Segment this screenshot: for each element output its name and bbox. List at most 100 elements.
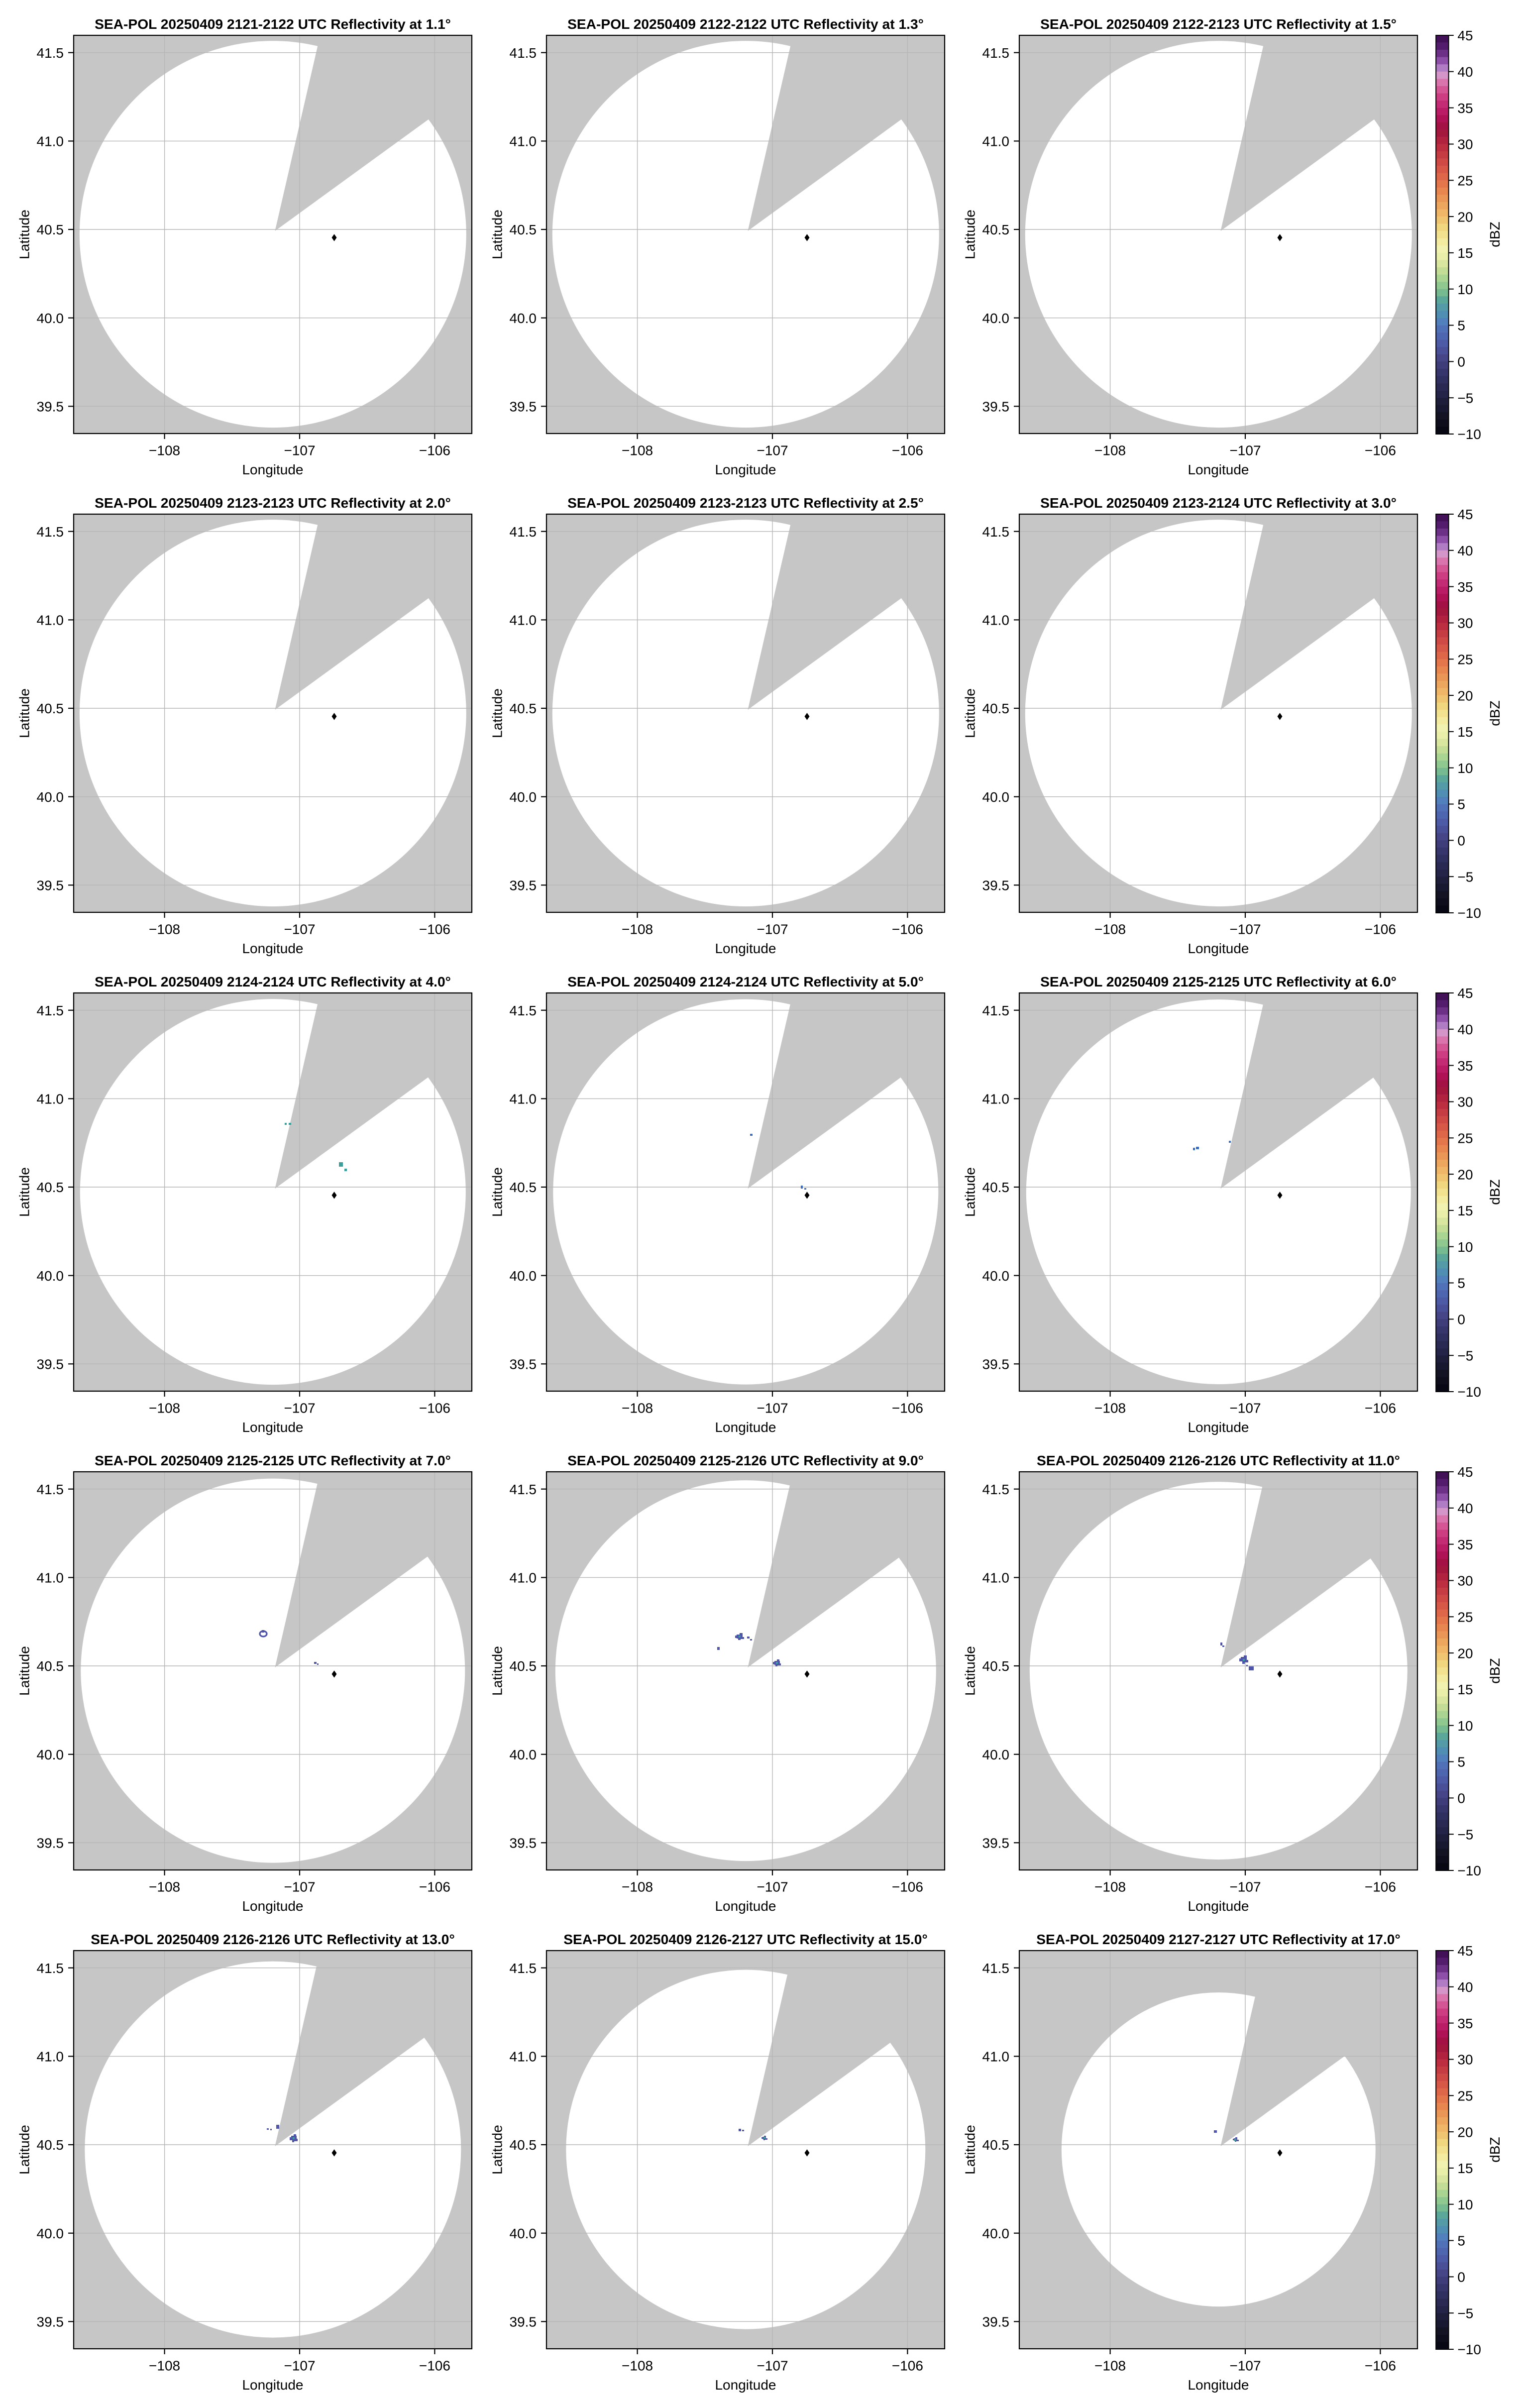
- svg-text:0: 0: [1457, 354, 1465, 370]
- svg-text:Latitude: Latitude: [17, 688, 32, 738]
- svg-text:5: 5: [1457, 2233, 1465, 2249]
- svg-text:Latitude: Latitude: [963, 1167, 978, 1217]
- svg-text:39.5: 39.5: [37, 399, 64, 415]
- svg-text:−108: −108: [1094, 1401, 1126, 1416]
- svg-text:Latitude: Latitude: [490, 1167, 505, 1217]
- svg-text:35: 35: [1457, 2016, 1473, 2031]
- svg-text:−107: −107: [1229, 1401, 1261, 1416]
- svg-text:40.5: 40.5: [510, 701, 537, 716]
- svg-text:Latitude: Latitude: [490, 1646, 505, 1696]
- svg-text:−108: −108: [1094, 1879, 1126, 1895]
- svg-text:−108: −108: [622, 2358, 653, 2374]
- svg-text:SEA-POL 20250409 2126-2126 UTC: SEA-POL 20250409 2126-2126 UTC Reflectiv…: [1037, 1452, 1400, 1468]
- svg-text:Latitude: Latitude: [490, 2125, 505, 2175]
- svg-text:40.0: 40.0: [510, 789, 537, 805]
- svg-text:41.5: 41.5: [510, 1961, 537, 1976]
- svg-text:35: 35: [1457, 1058, 1473, 1074]
- svg-text:30: 30: [1457, 1095, 1473, 1110]
- svg-text:−5: −5: [1457, 2305, 1473, 2321]
- svg-text:41.0: 41.0: [37, 613, 64, 628]
- svg-text:−108: −108: [149, 1879, 180, 1895]
- svg-text:Latitude: Latitude: [963, 688, 978, 738]
- svg-text:40.0: 40.0: [37, 2226, 64, 2241]
- svg-text:Longitude: Longitude: [242, 462, 303, 477]
- svg-text:−5: −5: [1457, 1348, 1473, 1363]
- svg-text:41.0: 41.0: [982, 613, 1010, 628]
- svg-text:−10: −10: [1457, 2342, 1481, 2357]
- svg-text:40.0: 40.0: [510, 1747, 537, 1762]
- svg-text:Longitude: Longitude: [242, 941, 303, 956]
- svg-text:40.5: 40.5: [982, 701, 1010, 716]
- svg-text:−5: −5: [1457, 1827, 1473, 1842]
- svg-text:39.5: 39.5: [37, 1357, 64, 1372]
- svg-text:39.5: 39.5: [510, 1357, 537, 1372]
- svg-text:10: 10: [1457, 1239, 1473, 1255]
- svg-text:41.0: 41.0: [510, 1570, 537, 1586]
- svg-text:40: 40: [1457, 1501, 1473, 1516]
- svg-text:39.5: 39.5: [982, 1836, 1010, 1851]
- svg-text:39.5: 39.5: [510, 2314, 537, 2330]
- svg-text:40.5: 40.5: [37, 701, 64, 716]
- svg-text:−10: −10: [1457, 427, 1481, 442]
- svg-text:41.5: 41.5: [37, 1482, 64, 1497]
- svg-text:39.5: 39.5: [510, 1836, 537, 1851]
- svg-text:−108: −108: [149, 443, 180, 458]
- svg-text:45: 45: [1457, 1464, 1473, 1480]
- svg-text:dBZ: dBZ: [1487, 221, 1503, 247]
- svg-text:40.5: 40.5: [37, 222, 64, 237]
- svg-text:39.5: 39.5: [37, 1836, 64, 1851]
- svg-text:SEA-POL 20250409 2125-2125 UTC: SEA-POL 20250409 2125-2125 UTC Reflectiv…: [1040, 974, 1397, 989]
- svg-text:41.5: 41.5: [37, 524, 64, 540]
- svg-text:40.5: 40.5: [982, 2137, 1010, 2153]
- svg-text:−107: −107: [757, 922, 788, 937]
- svg-text:40.0: 40.0: [37, 789, 64, 805]
- svg-text:Longitude: Longitude: [715, 1420, 776, 1435]
- svg-text:40: 40: [1457, 64, 1473, 80]
- svg-text:−5: −5: [1457, 390, 1473, 406]
- svg-text:dBZ: dBZ: [1487, 1179, 1503, 1204]
- svg-text:39.5: 39.5: [37, 2314, 64, 2330]
- svg-text:Longitude: Longitude: [242, 1898, 303, 1914]
- svg-text:−5: −5: [1457, 869, 1473, 884]
- svg-text:SEA-POL 20250409 2127-2127 UTC: SEA-POL 20250409 2127-2127 UTC Reflectiv…: [1036, 1931, 1401, 1947]
- svg-text:39.5: 39.5: [510, 399, 537, 415]
- svg-text:−108: −108: [622, 1879, 653, 1895]
- svg-text:41.5: 41.5: [37, 1961, 64, 1976]
- svg-text:40.5: 40.5: [510, 1180, 537, 1195]
- svg-text:40.5: 40.5: [37, 2137, 64, 2153]
- svg-text:20: 20: [1457, 1645, 1473, 1661]
- svg-text:30: 30: [1457, 2052, 1473, 2068]
- svg-text:39.5: 39.5: [982, 878, 1010, 893]
- svg-text:41.5: 41.5: [510, 1003, 537, 1018]
- svg-text:41.0: 41.0: [37, 1092, 64, 1107]
- svg-text:40: 40: [1457, 1022, 1473, 1037]
- svg-text:SEA-POL 20250409 2124-2124 UTC: SEA-POL 20250409 2124-2124 UTC Reflectiv…: [95, 974, 451, 989]
- svg-text:40.0: 40.0: [982, 2226, 1010, 2241]
- svg-text:−107: −107: [757, 443, 788, 458]
- svg-text:−107: −107: [757, 1879, 788, 1895]
- svg-text:41.5: 41.5: [510, 45, 537, 61]
- svg-text:39.5: 39.5: [982, 2314, 1010, 2330]
- svg-text:−106: −106: [419, 443, 450, 458]
- svg-text:20: 20: [1457, 2124, 1473, 2140]
- svg-text:−10: −10: [1457, 1384, 1481, 1400]
- svg-text:−107: −107: [757, 1401, 788, 1416]
- svg-text:20: 20: [1457, 1167, 1473, 1182]
- svg-text:10: 10: [1457, 1718, 1473, 1734]
- svg-text:40.0: 40.0: [982, 1747, 1010, 1762]
- svg-text:−108: −108: [622, 443, 653, 458]
- svg-text:Longitude: Longitude: [715, 941, 776, 956]
- svg-text:SEA-POL 20250409 2123-2123 UTC: SEA-POL 20250409 2123-2123 UTC Reflectiv…: [567, 495, 924, 511]
- svg-text:41.0: 41.0: [510, 613, 537, 628]
- svg-text:45: 45: [1457, 28, 1473, 43]
- svg-text:25: 25: [1457, 1131, 1473, 1146]
- svg-text:−106: −106: [419, 1879, 450, 1895]
- svg-text:5: 5: [1457, 797, 1465, 812]
- svg-text:−107: −107: [1229, 1879, 1261, 1895]
- svg-text:45: 45: [1457, 985, 1473, 1001]
- svg-text:40.5: 40.5: [37, 1658, 64, 1674]
- svg-text:SEA-POL 20250409 2126-2126 UTC: SEA-POL 20250409 2126-2126 UTC Reflectiv…: [91, 1931, 455, 1947]
- svg-text:15: 15: [1457, 1682, 1473, 1697]
- svg-text:40.0: 40.0: [510, 1268, 537, 1284]
- svg-text:Latitude: Latitude: [963, 2125, 978, 2175]
